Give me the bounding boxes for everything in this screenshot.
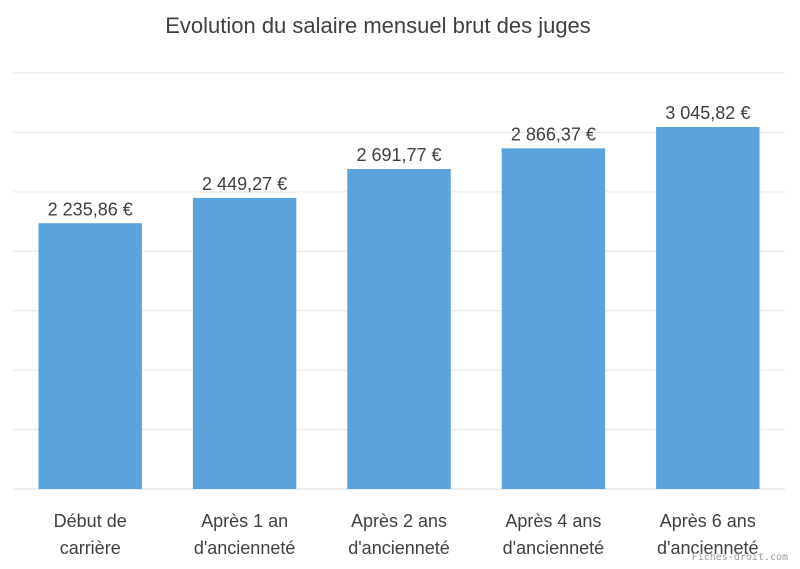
chart-title: Evolution du salaire mensuel brut des ju… [165,13,591,38]
data-label: 2 691,77 € [356,145,441,165]
watermark: Fiches-droit.com [691,552,788,563]
bar [38,223,142,489]
bar [501,148,606,489]
category-axis-labels: Début de carrière Après 1 an d'ancienneté Ap… [54,511,759,558]
data-label: 2 449,27 € [202,174,287,194]
category-label: Début de carrière [54,511,127,558]
bar [192,197,297,489]
data-label: 2 235,86 € [48,199,133,219]
category-label: Après 4 ans d'ancienneté [503,511,605,558]
bars [38,126,760,489]
data-label: 2 866,37 € [511,124,596,144]
bar [347,169,451,489]
category-label: Après 1 an d'ancienneté [194,511,296,558]
category-label: Après 6 ans d'ancienneté [657,511,759,558]
data-label: 3 045,82 € [665,103,750,123]
bar [656,126,760,489]
data-labels: 2 235,86 € 2 449,27 € 2 691,77 € 2 866,37 €… [48,103,751,219]
category-label: Après 2 ans d'ancienneté [348,511,450,558]
